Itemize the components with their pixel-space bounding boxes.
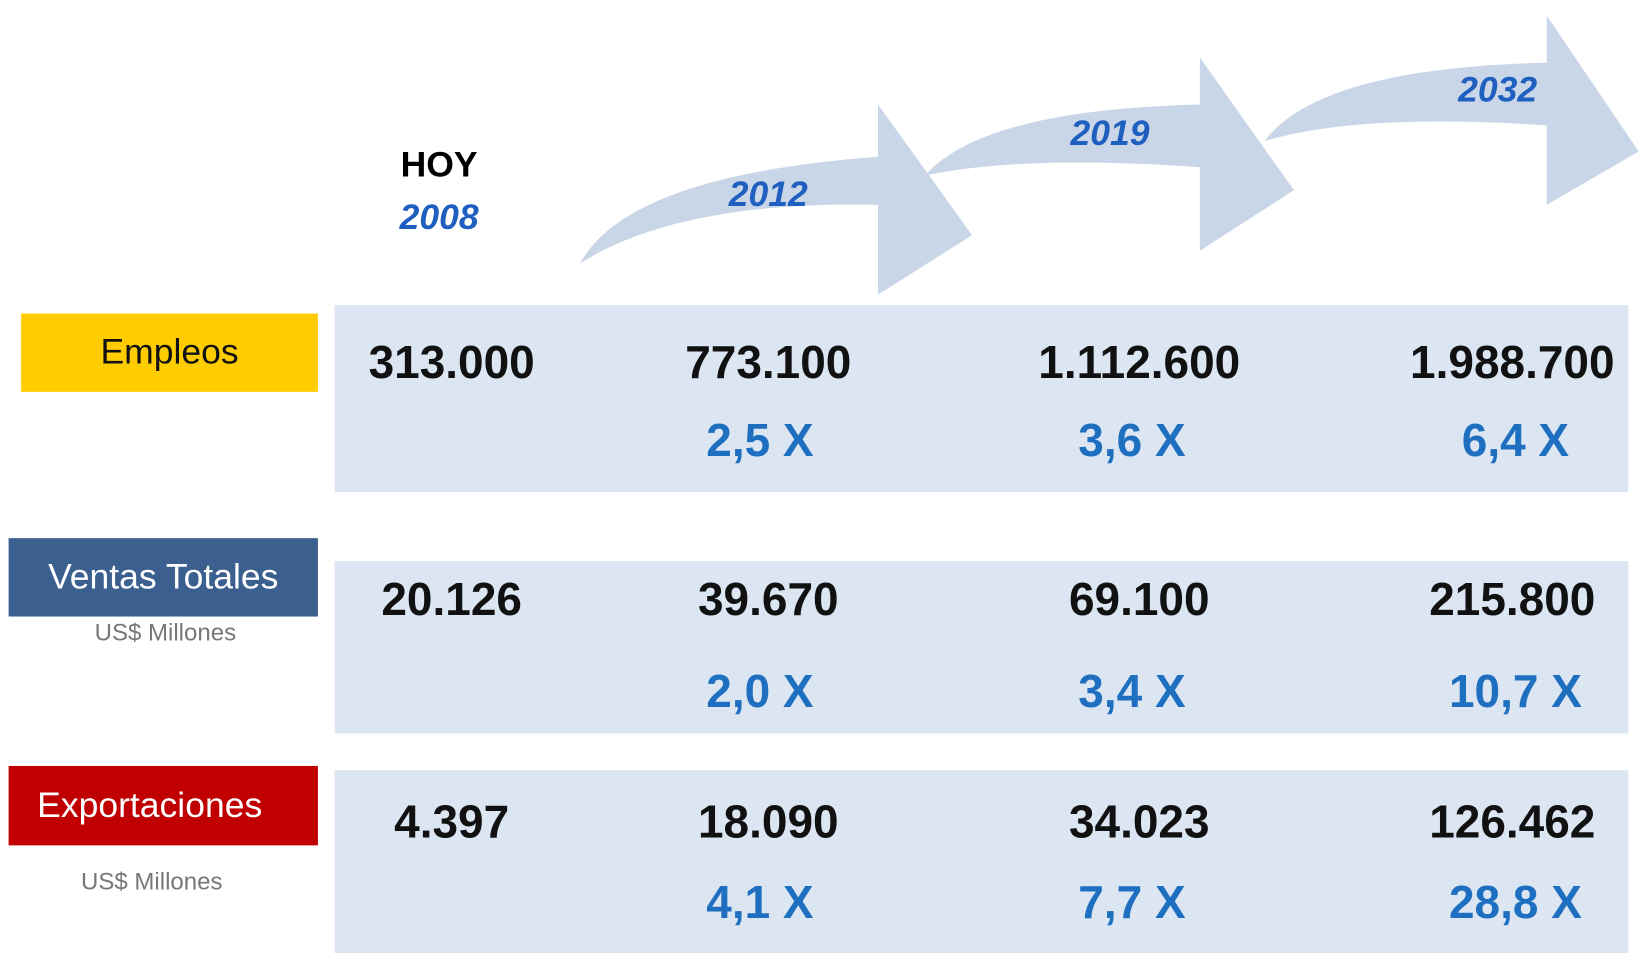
value: 773.100 [685,336,851,388]
multiplier: 2,5 X [706,414,814,466]
value: 39.670 [698,573,839,625]
multiplier: 3,6 X [1078,414,1186,466]
value: 69.100 [1069,573,1210,625]
arrow [925,57,1294,251]
value: 1.112.600 [1038,336,1240,388]
row-label: Exportaciones [37,785,262,825]
row-band [334,561,1629,734]
label-box [8,538,318,617]
row-unit: US$ Millones [81,868,222,895]
year-label: 2012 [728,174,808,214]
value: 20.126 [381,573,522,625]
multiplier: 28,8 X [1449,876,1582,928]
row-unit: US$ Millones [95,620,236,647]
value: 4.397 [394,796,509,848]
arrow [580,104,973,295]
value: 18.090 [698,796,839,848]
arrow [1264,15,1639,205]
year-label: 2032 [1457,69,1537,109]
value: 215.800 [1429,573,1595,625]
row-label: Ventas Totales [48,556,278,596]
value: 1.988.700 [1410,336,1615,388]
year-label: 2008 [399,197,479,237]
value: 34.023 [1069,796,1210,848]
multiplier: 3,4 X [1078,665,1186,717]
multiplier: 2,0 X [706,665,814,717]
label-box [21,313,318,392]
year-label: 2019 [1069,113,1149,153]
multiplier: 10,7 X [1449,665,1582,717]
multiplier: 7,7 X [1078,876,1186,928]
row-label: Empleos [100,332,238,372]
multiplier: 4,1 X [706,876,814,928]
value: 313.000 [369,336,535,388]
value: 126.462 [1429,796,1595,848]
today-label: HOY [401,145,478,185]
row-band [334,305,1629,493]
label-box [8,765,318,846]
multiplier: 6,4 X [1462,414,1570,466]
arrows [580,15,1639,295]
row-band [334,770,1629,953]
